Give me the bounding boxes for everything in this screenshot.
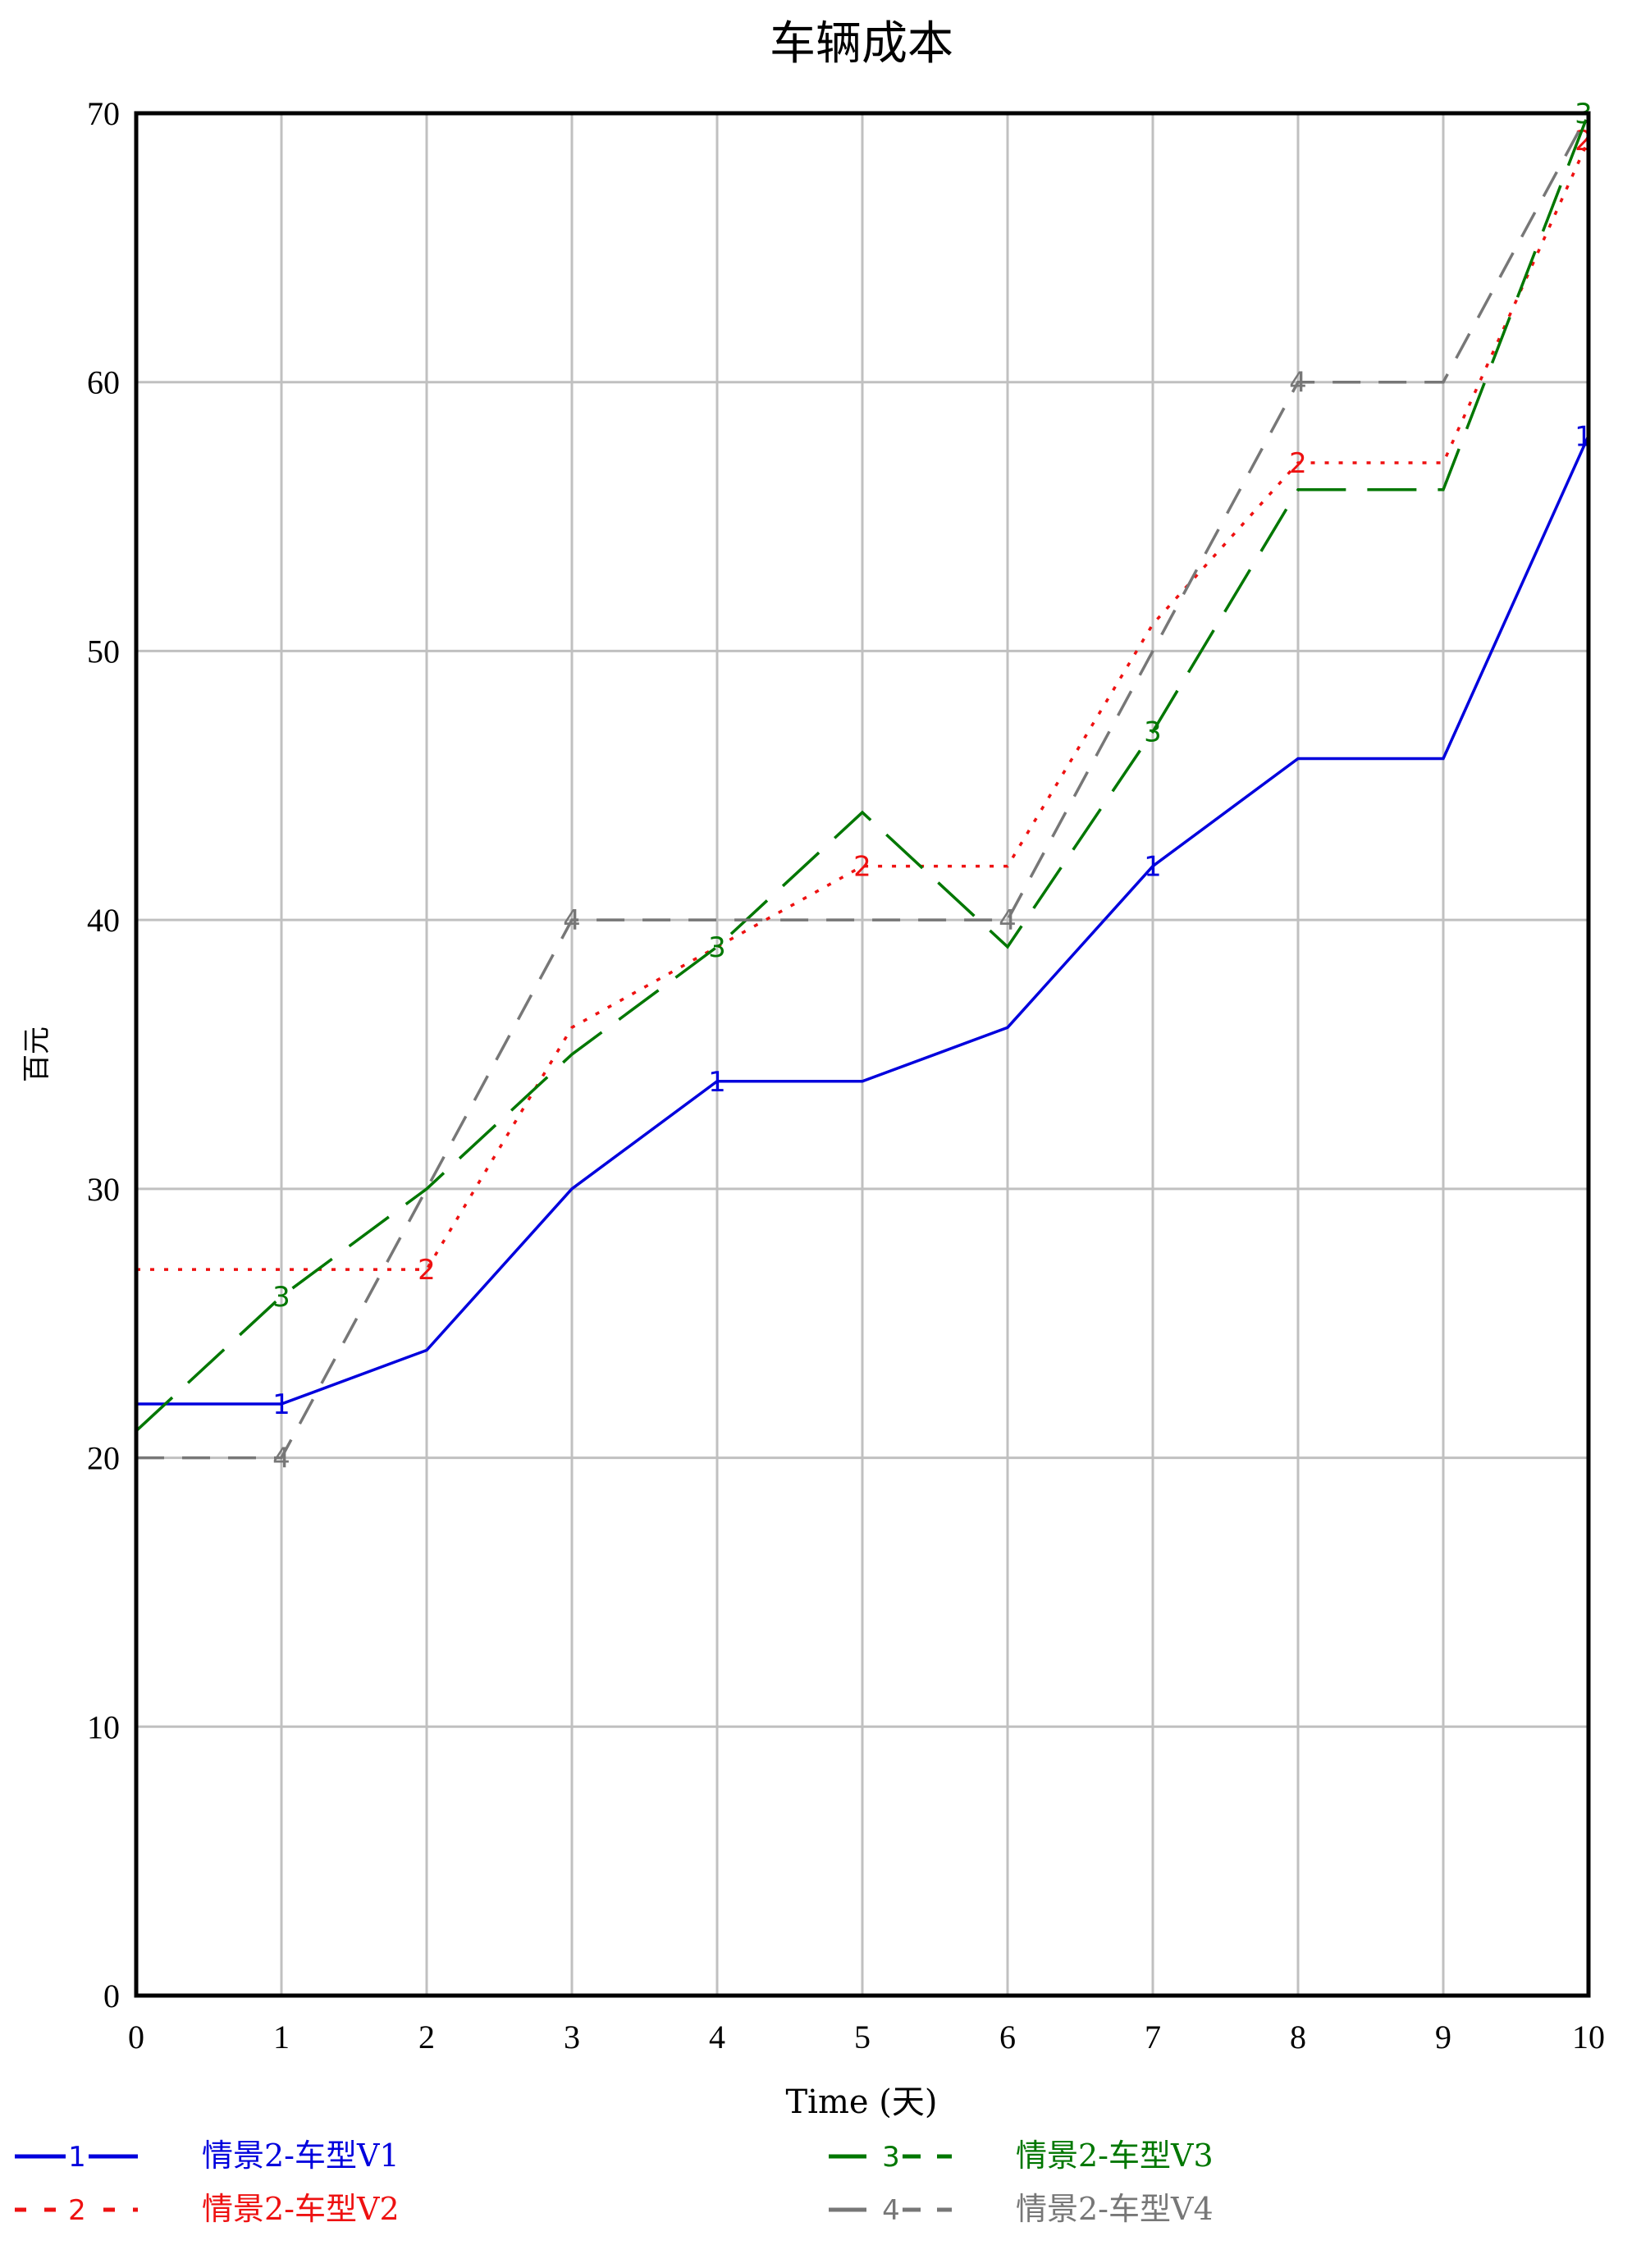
grid — [135, 112, 1590, 1997]
y-tick-label: 30 — [87, 1171, 120, 1208]
legend-label: 情景2-车型V2 — [202, 2191, 400, 2227]
y-tick-label: 0 — [103, 1978, 120, 2014]
series-marker: 1 — [708, 1066, 726, 1099]
x-tick-label: 3 — [564, 2019, 580, 2055]
y-tick-label: 40 — [87, 902, 120, 939]
series-line — [136, 112, 1590, 1460]
y-axis-label: 百元 — [21, 1027, 53, 1082]
legend-item: 2 情景2-车型V2 — [15, 2190, 400, 2227]
legend-item: 3 情景2-车型V3 — [829, 2137, 1214, 2174]
legend-label: 情景2-车型V3 — [1016, 2138, 1214, 2174]
series-line — [136, 435, 1590, 1406]
series-marker: 2 — [853, 851, 871, 884]
x-tick-label: 4 — [709, 2019, 725, 2055]
series-marker: 4 — [1289, 367, 1307, 400]
series-marker: 2 — [1289, 447, 1307, 480]
legend-marker-bg — [880, 2190, 903, 2223]
x-tick-label: 2 — [418, 2019, 435, 2055]
y-tick-label: 60 — [87, 364, 120, 401]
plot-frame — [134, 111, 1591, 1998]
x-tick-label: 7 — [1145, 2019, 1161, 2055]
series-marker: 3 — [272, 1281, 290, 1314]
x-tick-label: 1 — [273, 2019, 290, 2055]
legend-item: 1 情景2-车型V1 — [15, 2137, 400, 2174]
x-tick-label: 0 — [128, 2019, 144, 2055]
series-marker: 3 — [1144, 716, 1162, 749]
x-tick-label: 9 — [1435, 2019, 1451, 2055]
series-marker: 1 — [1144, 851, 1162, 884]
legend-label: 情景2-车型V4 — [1016, 2191, 1214, 2227]
legend-item: 4 情景2-车型V4 — [829, 2190, 1214, 2227]
series-marker: 4 — [563, 904, 581, 937]
series-marker: 4 — [999, 904, 1017, 937]
legend-label: 情景2-车型V1 — [202, 2138, 400, 2174]
series-marker: 1 — [272, 1388, 290, 1421]
series-marker: 3 — [708, 931, 726, 964]
x-tick-label: 8 — [1290, 2019, 1306, 2055]
legend-marker: 3 — [882, 2141, 900, 2174]
legend-marker-bg — [66, 2190, 89, 2223]
series-marker: 2 — [418, 1254, 436, 1287]
series-marker: 4 — [272, 1443, 290, 1475]
x-tick-label: 6 — [999, 2019, 1016, 2055]
y-tick-label: 10 — [87, 1708, 120, 1745]
axis-ticks: 0 1 2 3 4 5 6 7 8 9 10 0 10 20 30 40 50 60 70 — [87, 95, 1605, 2055]
legend-marker: 4 — [882, 2194, 900, 2227]
x-axis-label: Time (天) — [786, 2083, 938, 2121]
chart-title: 车辆成本 — [770, 17, 953, 71]
legend-marker-bg — [66, 2137, 89, 2170]
x-tick-label: 10 — [1572, 2019, 1605, 2055]
y-tick-label: 50 — [87, 633, 120, 670]
x-tick-label: 5 — [854, 2019, 871, 2055]
series-line — [135, 112, 1590, 1433]
legend-marker-bg — [880, 2137, 903, 2170]
legend-marker: 1 — [68, 2141, 86, 2174]
legend-marker: 2 — [68, 2194, 86, 2227]
y-tick-label: 20 — [87, 1440, 120, 1477]
series-4: 4 4 4 4 — [136, 112, 1590, 1475]
y-tick-label: 70 — [87, 95, 120, 132]
legend: 1 情景2-车型V1 2 情景2-车型V2 3 情景2-车型V3 4 情景2-车型V4 — [15, 2137, 1214, 2227]
